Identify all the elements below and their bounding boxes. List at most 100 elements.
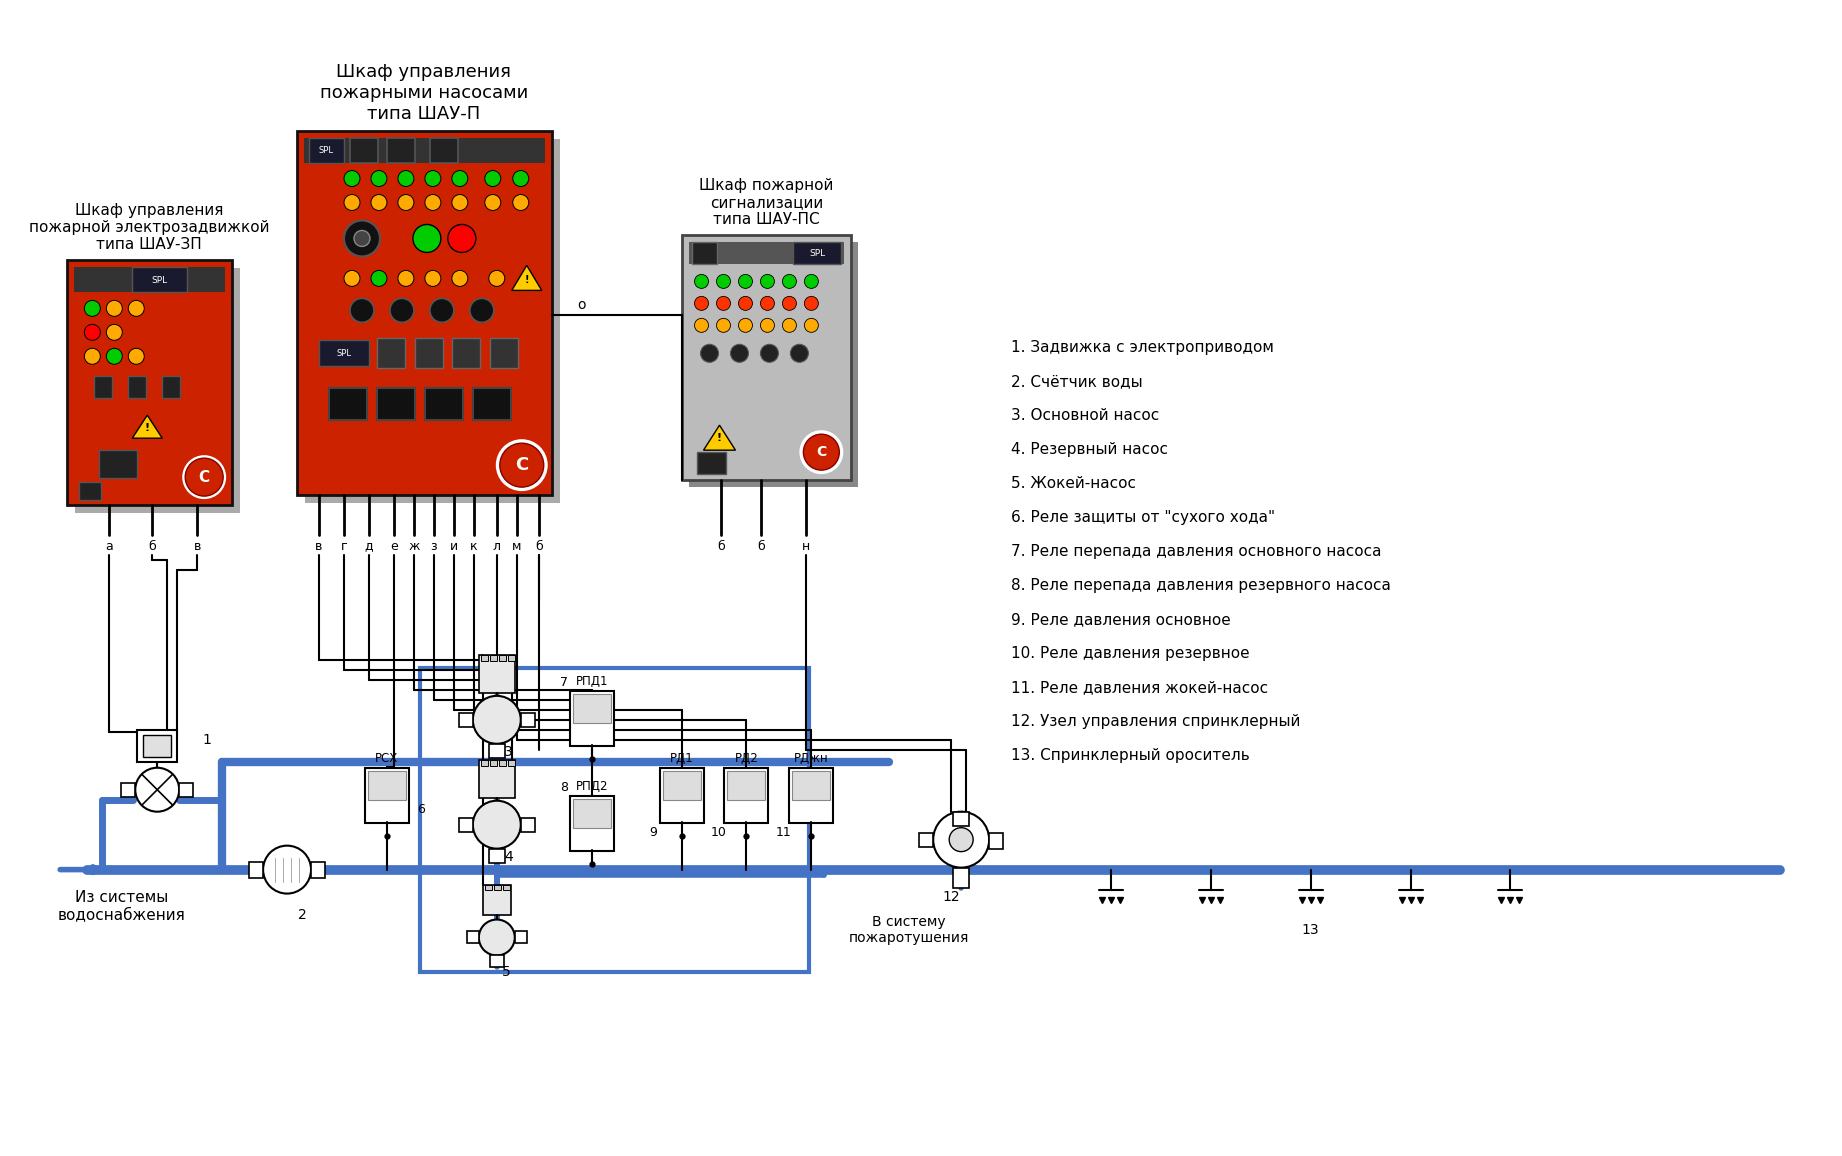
Circle shape [354, 230, 370, 246]
Text: 4: 4 [505, 850, 514, 864]
Circle shape [398, 194, 414, 210]
Text: 5: 5 [503, 965, 512, 979]
FancyBboxPatch shape [129, 376, 146, 398]
FancyBboxPatch shape [689, 243, 844, 265]
Circle shape [783, 296, 796, 310]
Circle shape [370, 194, 387, 210]
FancyBboxPatch shape [490, 655, 497, 661]
Text: е: е [391, 540, 398, 553]
Text: С: С [516, 457, 529, 474]
Circle shape [451, 171, 468, 186]
Text: б: б [534, 540, 543, 553]
FancyBboxPatch shape [319, 340, 368, 366]
Circle shape [694, 274, 709, 288]
FancyBboxPatch shape [724, 768, 768, 823]
Text: SPL: SPL [151, 276, 168, 284]
FancyBboxPatch shape [728, 771, 766, 800]
Text: 13: 13 [1302, 922, 1319, 936]
Circle shape [107, 325, 122, 340]
Text: б: б [149, 540, 157, 553]
FancyBboxPatch shape [306, 139, 560, 503]
Text: С: С [199, 469, 210, 484]
Circle shape [344, 194, 359, 210]
Text: РД2: РД2 [735, 753, 759, 765]
Polygon shape [133, 415, 162, 438]
Circle shape [805, 318, 818, 332]
Text: РСХ: РСХ [376, 753, 398, 765]
FancyBboxPatch shape [368, 771, 405, 800]
Circle shape [512, 171, 529, 186]
Circle shape [805, 274, 818, 288]
FancyBboxPatch shape [144, 735, 171, 757]
Text: 2: 2 [298, 907, 306, 921]
FancyBboxPatch shape [952, 868, 969, 888]
Circle shape [761, 274, 774, 288]
FancyBboxPatch shape [459, 713, 473, 727]
FancyBboxPatch shape [682, 236, 851, 480]
Text: 12: 12 [943, 890, 960, 904]
FancyBboxPatch shape [304, 138, 545, 163]
Text: Шкаф управления
пожарной электрозадвижкой
типа ШАУ-ЗП: Шкаф управления пожарной электрозадвижко… [29, 202, 269, 252]
Circle shape [803, 435, 840, 470]
Circle shape [694, 318, 709, 332]
FancyBboxPatch shape [479, 655, 514, 692]
FancyBboxPatch shape [459, 817, 473, 831]
FancyBboxPatch shape [350, 138, 378, 163]
Circle shape [499, 443, 543, 487]
FancyBboxPatch shape [691, 243, 717, 265]
Circle shape [739, 318, 752, 332]
Text: 3. Основной насос: 3. Основной насос [1011, 408, 1159, 423]
Text: 7: 7 [560, 676, 567, 689]
Circle shape [85, 301, 99, 317]
FancyBboxPatch shape [503, 884, 510, 890]
FancyBboxPatch shape [429, 138, 459, 163]
Text: в: в [315, 540, 322, 553]
Circle shape [783, 274, 796, 288]
FancyBboxPatch shape [499, 655, 507, 661]
Text: 8: 8 [560, 781, 567, 794]
Circle shape [761, 344, 779, 362]
Circle shape [344, 171, 359, 186]
FancyBboxPatch shape [378, 388, 414, 421]
Text: 9: 9 [650, 827, 658, 839]
FancyBboxPatch shape [696, 452, 726, 474]
Circle shape [484, 194, 501, 210]
Circle shape [186, 458, 223, 496]
Circle shape [739, 296, 752, 310]
Circle shape [263, 846, 311, 894]
FancyBboxPatch shape [162, 376, 181, 398]
Text: 13. Спринклерный ороситель: 13. Спринклерный ороситель [1011, 748, 1251, 763]
Text: о: о [577, 298, 586, 312]
Circle shape [429, 298, 453, 323]
Text: б: б [757, 540, 764, 553]
Text: 7. Реле перепада давления основного насоса: 7. Реле перепада давления основного насо… [1011, 544, 1382, 560]
Text: 1. Задвижка с электроприводом: 1. Задвижка с электроприводом [1011, 340, 1275, 355]
Circle shape [344, 221, 379, 257]
Text: Шкаф управления
пожарными насосами
типа ШАУ-П: Шкаф управления пожарными насосами типа … [321, 64, 529, 123]
Text: 10: 10 [711, 827, 726, 839]
Circle shape [350, 298, 374, 323]
FancyBboxPatch shape [514, 931, 527, 942]
Text: ж: ж [409, 540, 420, 553]
Circle shape [370, 171, 387, 186]
Circle shape [484, 171, 501, 186]
FancyBboxPatch shape [490, 759, 497, 765]
Circle shape [495, 439, 547, 491]
FancyBboxPatch shape [473, 388, 510, 421]
Text: л: л [494, 540, 501, 553]
Circle shape [451, 194, 468, 210]
Circle shape [426, 271, 440, 287]
Circle shape [370, 271, 387, 287]
Circle shape [783, 318, 796, 332]
FancyBboxPatch shape [133, 267, 188, 292]
FancyBboxPatch shape [387, 138, 414, 163]
Circle shape [700, 344, 718, 362]
FancyBboxPatch shape [483, 884, 510, 914]
FancyBboxPatch shape [414, 339, 442, 369]
Text: РПД1: РПД1 [575, 675, 608, 688]
Circle shape [694, 296, 709, 310]
Circle shape [129, 348, 144, 364]
FancyBboxPatch shape [74, 267, 225, 292]
FancyBboxPatch shape [466, 931, 479, 942]
FancyBboxPatch shape [919, 832, 934, 846]
